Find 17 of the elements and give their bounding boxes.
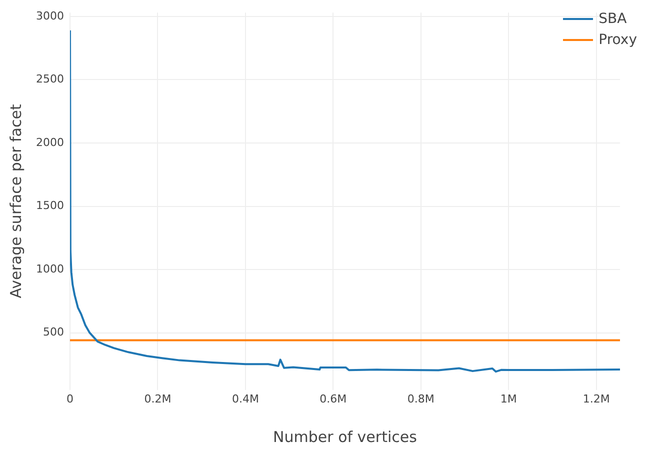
legend-label: SBA <box>598 10 627 26</box>
y-tick-label: 2000 <box>36 136 64 149</box>
x-tick-label: 0.4M <box>232 392 259 406</box>
x-tick-label: 0.2M <box>144 392 172 406</box>
y-tick-label: 1500 <box>36 199 64 212</box>
y-axis-title: Average surface per facet <box>6 104 25 298</box>
x-tick-label: 1M <box>500 392 517 406</box>
x-tick-label: 0.8M <box>407 392 434 406</box>
x-tick-label: 1.2M <box>582 392 610 406</box>
x-tick-label: 0.6M <box>320 392 347 406</box>
y-tick-label: 3000 <box>36 9 64 22</box>
x-axis-title: Number of vertices <box>273 428 418 446</box>
legend-label: Proxy <box>598 32 637 48</box>
y-tick-label: 2500 <box>36 72 64 86</box>
y-tick-label: 500 <box>42 326 64 339</box>
y-tick-label: 1000 <box>36 262 64 276</box>
x-tick-label: 0 <box>66 392 74 406</box>
